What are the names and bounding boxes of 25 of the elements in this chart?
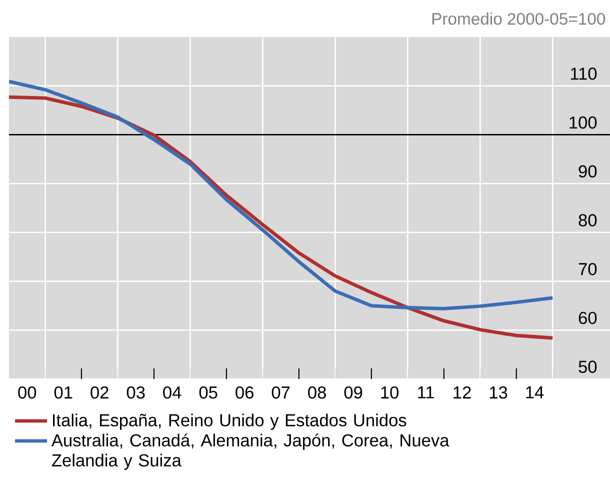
legend-label: Australia, Canadá, Alemania, Japón, Corea, Nueva Zelandia y Suiza [51, 434, 450, 470]
y-tick-label: 110 [570, 68, 597, 80]
y-tick-label: 90 [578, 165, 597, 178]
y-tick-label: 80 [578, 214, 597, 226]
x-tick-label: 00 [18, 386, 36, 399]
legend-label: Italia, España, Reino Unido y Estados Unidos [53, 414, 406, 430]
x-tick-label: 01 [54, 386, 72, 399]
x-tick-label: 14 [526, 386, 544, 398]
x-tick-label: 07 [272, 386, 290, 399]
x-tick-label: 10 [381, 386, 399, 399]
x-tick-label: 11 [418, 386, 434, 398]
x-tick-label: 12 [454, 386, 471, 398]
y-tick-label: 60 [578, 312, 597, 324]
y-tick-label: 100 [570, 116, 597, 129]
x-tick-label: 06 [236, 386, 254, 399]
x-tick-label: 05 [199, 386, 218, 399]
x-tick-label: 08 [308, 386, 326, 399]
x-tick-label: 02 [90, 386, 108, 399]
x-tick-label: 13 [490, 386, 508, 399]
x-tick-label: 03 [126, 386, 145, 399]
x-tick-label: 09 [344, 386, 362, 399]
y-tick-label: 50 [578, 360, 597, 373]
chart-subtitle: Promedio 2000-05=100 [432, 12, 606, 25]
x-tick-label: 04 [163, 386, 182, 399]
y-tick-label: 70 [578, 262, 597, 276]
